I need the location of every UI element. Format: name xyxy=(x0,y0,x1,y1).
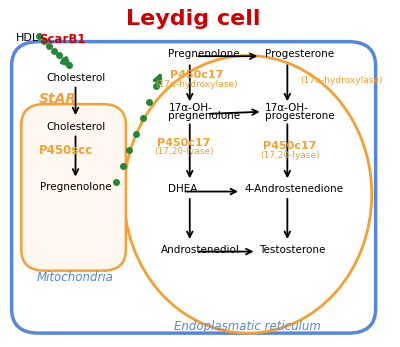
Text: Leydig cell: Leydig cell xyxy=(126,9,261,29)
Text: Mitochondria: Mitochondria xyxy=(37,271,114,284)
Point xyxy=(140,115,146,120)
Text: DHEA: DHEA xyxy=(168,184,198,194)
Text: Progesterone: Progesterone xyxy=(265,49,334,59)
Text: pregnenolone: pregnenolone xyxy=(168,111,240,121)
Text: Testosterone: Testosterone xyxy=(260,245,326,255)
FancyBboxPatch shape xyxy=(21,104,126,271)
Text: Endoplasmatic reticulum: Endoplasmatic reticulum xyxy=(174,320,321,333)
Text: 17α-OH-: 17α-OH- xyxy=(168,103,212,112)
Text: Androstenediol: Androstenediol xyxy=(161,245,240,255)
Point xyxy=(46,43,52,49)
Text: P450scc: P450scc xyxy=(39,144,93,158)
Point xyxy=(113,179,119,185)
Text: P450c17: P450c17 xyxy=(263,142,316,151)
Point xyxy=(65,62,72,67)
Text: P450c17: P450c17 xyxy=(157,138,211,148)
Point xyxy=(133,131,139,137)
Text: Pregnenolone: Pregnenolone xyxy=(168,49,240,59)
Point xyxy=(36,34,42,39)
FancyBboxPatch shape xyxy=(12,42,376,333)
Ellipse shape xyxy=(124,56,372,333)
Text: P450c17: P450c17 xyxy=(170,70,224,79)
Text: (17,20-lyase): (17,20-lyase) xyxy=(154,147,214,156)
Point xyxy=(146,99,152,104)
Text: ScarB1: ScarB1 xyxy=(39,33,85,46)
Point xyxy=(56,52,62,58)
Point xyxy=(40,39,47,44)
Text: StAR: StAR xyxy=(39,92,77,106)
Point xyxy=(120,163,126,169)
Text: progesterone: progesterone xyxy=(265,111,335,121)
Text: 4-Androstenedione: 4-Androstenedione xyxy=(244,184,343,194)
Text: (17α-hydroxylase): (17α-hydroxylase) xyxy=(156,80,238,89)
Text: Cholesterol: Cholesterol xyxy=(46,122,105,132)
Text: Cholesterol: Cholesterol xyxy=(46,73,105,83)
Point xyxy=(60,57,67,63)
Text: (17α-hydroxylase): (17α-hydroxylase) xyxy=(300,76,383,85)
Point xyxy=(50,48,57,53)
Point xyxy=(126,147,133,153)
Text: 17α-OH-: 17α-OH- xyxy=(265,103,309,112)
Text: Pregnenolone: Pregnenolone xyxy=(40,183,111,192)
Text: (17,20-lyase): (17,20-lyase) xyxy=(260,151,320,160)
Point xyxy=(153,83,159,88)
Text: HDL: HDL xyxy=(16,33,39,43)
